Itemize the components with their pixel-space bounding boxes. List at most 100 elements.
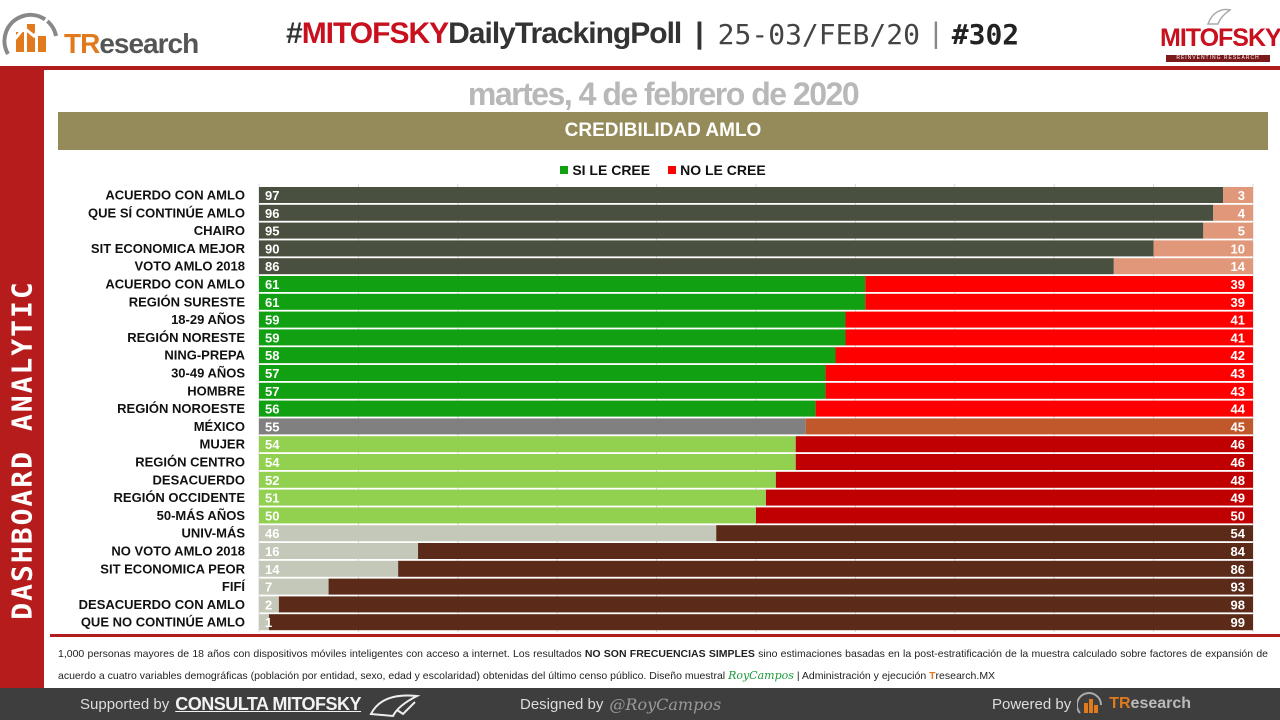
bar-si-le-cree [259, 329, 846, 346]
data-label-no-le-cree: 43 [1231, 366, 1245, 381]
tresearch-logo-icon [2, 12, 58, 56]
category-label: SIT ECONOMICA PEOR [100, 561, 245, 576]
data-label-no-le-cree: 43 [1231, 384, 1245, 399]
mitofsky-logo-text: MITOFSKY [1160, 24, 1280, 52]
footnote-signature: RoyCampos [728, 669, 794, 682]
bar-si-le-cree [259, 293, 866, 310]
legend-swatch-si-le-cree [560, 166, 569, 174]
chart-legend: SI LE CREE NO LE CREE [58, 160, 1268, 180]
tresearch-logo: TResearch [2, 6, 202, 62]
data-label-si-le-cree: 2 [265, 597, 272, 612]
data-label-si-le-cree: 59 [265, 313, 279, 328]
data-label-no-le-cree: 10 [1231, 241, 1245, 256]
footer-powered-label: Powered by [992, 695, 1072, 713]
data-label-si-le-cree: 52 [265, 473, 279, 488]
category-label: NING-PREPA [164, 348, 245, 363]
data-label-si-le-cree: 57 [265, 384, 279, 399]
data-label-no-le-cree: 46 [1231, 437, 1245, 452]
data-label-si-le-cree: 16 [265, 544, 279, 559]
bar-si-le-cree [259, 240, 1154, 257]
data-label-si-le-cree: 55 [265, 419, 279, 434]
header: TResearch # MITOFSKY DailyTrackingPoll | 2… [0, 0, 1280, 68]
bar-si-le-cree [259, 382, 826, 399]
headline-hash: # [286, 17, 303, 50]
date-title: martes, 4 de febrero de 2020 [467, 76, 860, 112]
data-label-no-le-cree: 41 [1231, 330, 1245, 345]
category-label: QUE NO CONTINÚE AMLO [81, 615, 245, 630]
bar-si-le-cree [259, 471, 776, 488]
mitofsky-emblem-icon [1206, 8, 1232, 25]
bar-no-le-cree [775, 471, 1253, 488]
legend-label-no-le-cree: NO LE CREE [680, 162, 766, 178]
bar-si-le-cree [259, 204, 1214, 221]
bar-no-le-cree [865, 293, 1253, 310]
category-label: ACUERDO CON AMLO [105, 277, 245, 292]
headline-daily-tracking: DailyTrackingPoll [448, 17, 682, 50]
data-label-no-le-cree: 49 [1231, 491, 1245, 506]
category-label: CHAIRO [194, 223, 245, 238]
data-label-no-le-cree: 41 [1231, 313, 1245, 328]
headline: # MITOFSKY DailyTrackingPoll | 25-03/FEB/2… [286, 12, 1019, 56]
tresearch-logo-icon [1077, 692, 1103, 714]
bar-no-le-cree [1153, 240, 1253, 257]
footer: Supported by CONSULTA MITOFSKY Designed … [0, 688, 1280, 720]
bar-si-le-cree [259, 507, 756, 524]
footer-designed-label: Designed by [520, 695, 604, 713]
credibility-bar-chart: ACUERDO CON AMLO 97 3 QUE SÍ CONTINÚE AMLO 9… [79, 184, 1254, 632]
category-label: DESACUERDO [153, 472, 245, 487]
headline-mitofsky: MITOFSKY [301, 17, 449, 50]
bar-si-le-cree [259, 614, 269, 631]
chart-title: CREDIBILIDAD AMLO [58, 112, 1268, 150]
mitofsky-logo-subtitle: REINVENTING RESEARCH [1166, 55, 1270, 62]
category-label: REGIÓN NOROESTE [117, 401, 245, 416]
data-label-no-le-cree: 46 [1231, 455, 1245, 470]
bar-no-le-cree [815, 400, 1253, 417]
category-label: UNIV-MÁS [181, 526, 245, 541]
data-label-si-le-cree: 95 [265, 224, 279, 239]
data-label-no-le-cree: 54 [1231, 526, 1246, 541]
bar-si-le-cree [259, 276, 866, 292]
footer-designed: Designed by @RoyCampos [520, 688, 721, 720]
data-label-no-le-cree: 42 [1231, 348, 1245, 363]
data-label-si-le-cree: 1 [265, 615, 272, 630]
bar-no-le-cree [1213, 204, 1253, 221]
data-label-si-le-cree: 59 [265, 330, 279, 345]
category-label: REGIÓN NORESTE [127, 330, 245, 345]
headline-separator-2: | [931, 17, 940, 50]
bar-no-le-cree [795, 436, 1253, 453]
data-label-si-le-cree: 58 [265, 348, 279, 363]
bar-no-le-cree [268, 614, 1253, 631]
bar-no-le-cree [825, 365, 1253, 381]
data-label-no-le-cree: 39 [1231, 295, 1245, 310]
bar-no-le-cree [398, 560, 1253, 577]
category-label: 18-29 AÑOS [171, 312, 245, 327]
data-label-si-le-cree: 54 [265, 437, 280, 452]
methodology-footnote: 1,000 personas mayores de 18 años con di… [58, 648, 1268, 682]
data-label-no-le-cree: 99 [1231, 615, 1245, 630]
footer-supported-label: Supported by [80, 695, 170, 713]
data-label-no-le-cree: 4 [1238, 206, 1246, 221]
category-label: NO VOTO AMLO 2018 [111, 544, 245, 559]
header-divider [0, 66, 1280, 70]
data-label-si-le-cree: 86 [265, 259, 279, 274]
bar-si-le-cree [259, 543, 419, 559]
chart-bottom-divider [50, 634, 1280, 637]
data-label-si-le-cree: 57 [265, 366, 279, 381]
bar-no-le-cree [756, 507, 1253, 524]
bar-si-le-cree [259, 311, 846, 328]
bar-si-le-cree [259, 347, 836, 364]
bar-no-le-cree [845, 311, 1253, 328]
bar-no-le-cree [716, 525, 1253, 542]
data-label-si-le-cree: 50 [265, 508, 279, 523]
bar-si-le-cree [259, 454, 796, 470]
footer-supported: Supported by CONSULTA MITOFSKY [80, 688, 423, 720]
data-label-si-le-cree: 7 [265, 580, 272, 595]
data-label-si-le-cree: 46 [265, 526, 279, 541]
data-label-si-le-cree: 97 [265, 188, 279, 203]
headline-separator: | [695, 17, 704, 50]
data-label-no-le-cree: 86 [1231, 562, 1245, 577]
left-sidebar: DASHBOARD ANALYTIC [0, 70, 44, 688]
footer-consulta-mitofsky: CONSULTA MITOFSKY [175, 693, 362, 714]
headline-issue-number: #302 [951, 17, 1020, 51]
bar-si-le-cree [259, 436, 796, 453]
